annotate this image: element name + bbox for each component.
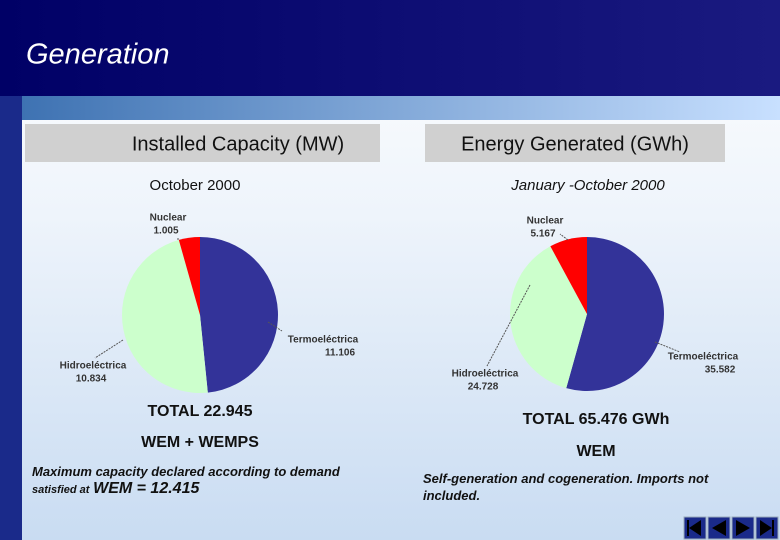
slice-name: Hidroeléctrica	[60, 361, 127, 372]
slice-value: 35.582	[705, 365, 736, 376]
slice-name: Termoeléctrica	[288, 335, 359, 346]
leader-line	[94, 339, 124, 359]
slide-title: Generation	[26, 39, 170, 71]
total: TOTAL 22.945	[148, 403, 253, 420]
leader-line	[559, 233, 569, 241]
note: Self-generation and cogeneration. Import…	[423, 470, 753, 504]
total: TOTAL 65.476 GWh	[523, 411, 670, 428]
slice-name: Nuclear	[150, 213, 187, 224]
nav-prev[interactable]	[707, 516, 731, 540]
slice-value: 10.834	[76, 374, 107, 385]
header-box	[25, 124, 380, 162]
note-text: Self-generation and cogeneration. Import…	[423, 471, 709, 503]
slice-value: 11.106	[325, 348, 355, 359]
pie-slice	[178, 237, 200, 315]
leader-line	[267, 321, 283, 332]
leader-line	[654, 341, 681, 353]
pie-slice	[121, 239, 208, 394]
slice-value: 24.728	[468, 382, 499, 393]
nav-next[interactable]	[731, 516, 755, 540]
nav-last[interactable]	[755, 516, 779, 540]
slice-value: 1.005	[153, 226, 178, 237]
title-band	[0, 96, 780, 120]
leader-line	[486, 284, 531, 367]
title-bar	[0, 0, 780, 96]
note: Maximum capacity declared according to d…	[32, 463, 392, 499]
note-text: satisfied at	[32, 484, 90, 496]
pie-slice	[550, 237, 587, 314]
slice-name: Termoeléctrica	[668, 352, 739, 363]
pie-slice	[566, 237, 665, 391]
market: WEM + WEMPS	[141, 434, 259, 451]
slice-value: 5.167	[530, 229, 555, 240]
nav-buttons	[683, 516, 779, 540]
slice-name: Nuclear	[527, 216, 564, 227]
header-box	[425, 124, 725, 162]
nav-first[interactable]	[683, 516, 707, 540]
panel-title: Energy Generated (GWh)	[461, 133, 689, 155]
side-bar	[0, 96, 22, 540]
note-text: Maximum capacity declared according to d…	[32, 464, 340, 479]
market: WEM	[576, 443, 615, 460]
pie-slice	[510, 246, 587, 389]
pie-slice	[200, 237, 278, 393]
slice-name: Hidroeléctrica	[452, 369, 519, 380]
note-text: WEM = 12.415	[93, 480, 200, 497]
panel-subtitle: October 2000	[150, 177, 241, 194]
panel-title: Installed Capacity (MW)	[132, 133, 344, 155]
panel-subtitle: January -October 2000	[510, 177, 665, 194]
